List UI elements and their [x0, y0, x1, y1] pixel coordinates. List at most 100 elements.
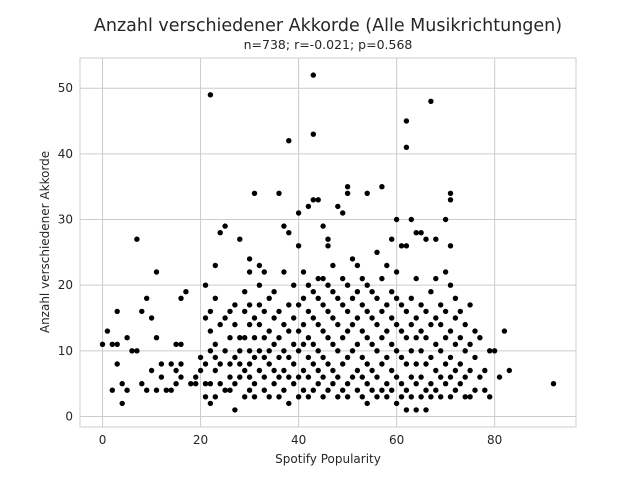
data-points — [99, 72, 557, 413]
data-point — [379, 361, 385, 367]
data-point — [389, 236, 395, 242]
data-point — [139, 381, 145, 387]
data-point — [354, 367, 361, 374]
data-point — [340, 335, 346, 341]
data-point — [173, 367, 179, 374]
data-point — [256, 302, 263, 308]
data-point — [217, 321, 223, 328]
data-point — [438, 348, 444, 354]
data-point — [379, 335, 385, 341]
y-tick-label: 0 — [65, 409, 73, 423]
data-point — [462, 321, 468, 328]
data-point — [433, 236, 439, 242]
data-point — [320, 374, 326, 380]
data-point — [286, 374, 292, 380]
data-point — [193, 381, 199, 387]
data-point — [310, 197, 316, 203]
data-point — [428, 354, 434, 361]
data-point — [462, 348, 468, 354]
data-point — [227, 387, 233, 393]
data-point — [281, 367, 287, 374]
data-point — [354, 289, 361, 295]
data-point — [144, 295, 150, 301]
data-point — [393, 295, 400, 301]
data-point — [389, 341, 395, 347]
data-point — [153, 269, 160, 275]
data-point — [227, 308, 233, 315]
data-point — [251, 335, 258, 341]
data-point — [349, 256, 356, 262]
data-point — [340, 210, 346, 216]
data-point — [482, 367, 488, 374]
data-point — [379, 184, 385, 190]
data-point — [295, 302, 302, 308]
data-point — [232, 321, 238, 328]
data-point — [315, 348, 321, 354]
data-point — [320, 328, 326, 334]
data-point — [374, 374, 380, 380]
data-point — [271, 315, 277, 321]
y-tick-label: 50 — [58, 81, 73, 95]
data-point — [467, 302, 473, 308]
data-point — [438, 394, 444, 400]
data-point — [246, 374, 253, 380]
data-point — [212, 341, 218, 347]
data-point — [447, 282, 454, 288]
data-point — [369, 341, 375, 347]
data-point — [344, 381, 351, 387]
data-point — [330, 289, 336, 295]
data-point — [134, 348, 140, 354]
data-point — [256, 367, 263, 374]
data-point — [202, 394, 209, 400]
data-point — [487, 394, 493, 400]
data-point — [335, 203, 341, 210]
data-point — [344, 282, 351, 288]
data-point — [393, 216, 400, 223]
data-point — [433, 387, 439, 393]
data-point — [335, 394, 341, 400]
data-point — [276, 335, 282, 341]
data-point — [281, 321, 287, 328]
data-point — [315, 367, 321, 374]
data-point — [310, 289, 316, 295]
data-point — [246, 256, 253, 262]
data-point — [384, 381, 390, 387]
y-tick-label: 10 — [58, 344, 73, 358]
data-point — [418, 230, 424, 236]
data-point — [207, 400, 214, 407]
data-point — [325, 387, 331, 393]
data-point — [295, 210, 302, 216]
data-point — [261, 335, 267, 341]
data-point — [354, 341, 361, 347]
data-point — [398, 243, 405, 249]
data-point — [349, 348, 356, 354]
data-point — [109, 341, 116, 347]
data-point — [403, 118, 410, 124]
data-point — [286, 354, 292, 361]
data-point — [393, 374, 400, 380]
data-point — [286, 138, 292, 144]
data-point — [295, 374, 302, 380]
data-point — [114, 308, 120, 315]
data-point — [212, 262, 218, 269]
data-point — [335, 348, 341, 354]
data-point — [246, 361, 253, 367]
data-point — [369, 289, 375, 295]
data-point — [286, 302, 292, 308]
data-point — [315, 275, 321, 282]
data-point — [477, 374, 483, 380]
data-point — [315, 381, 321, 387]
data-point — [418, 328, 424, 334]
data-point — [163, 387, 169, 393]
data-point — [261, 387, 267, 393]
data-point — [315, 321, 321, 328]
data-point — [281, 223, 287, 229]
data-point — [153, 335, 160, 341]
data-point — [276, 354, 282, 361]
data-point — [271, 381, 277, 387]
data-point — [398, 328, 405, 334]
data-point — [305, 203, 312, 210]
data-point — [207, 308, 214, 315]
data-point — [222, 387, 228, 393]
